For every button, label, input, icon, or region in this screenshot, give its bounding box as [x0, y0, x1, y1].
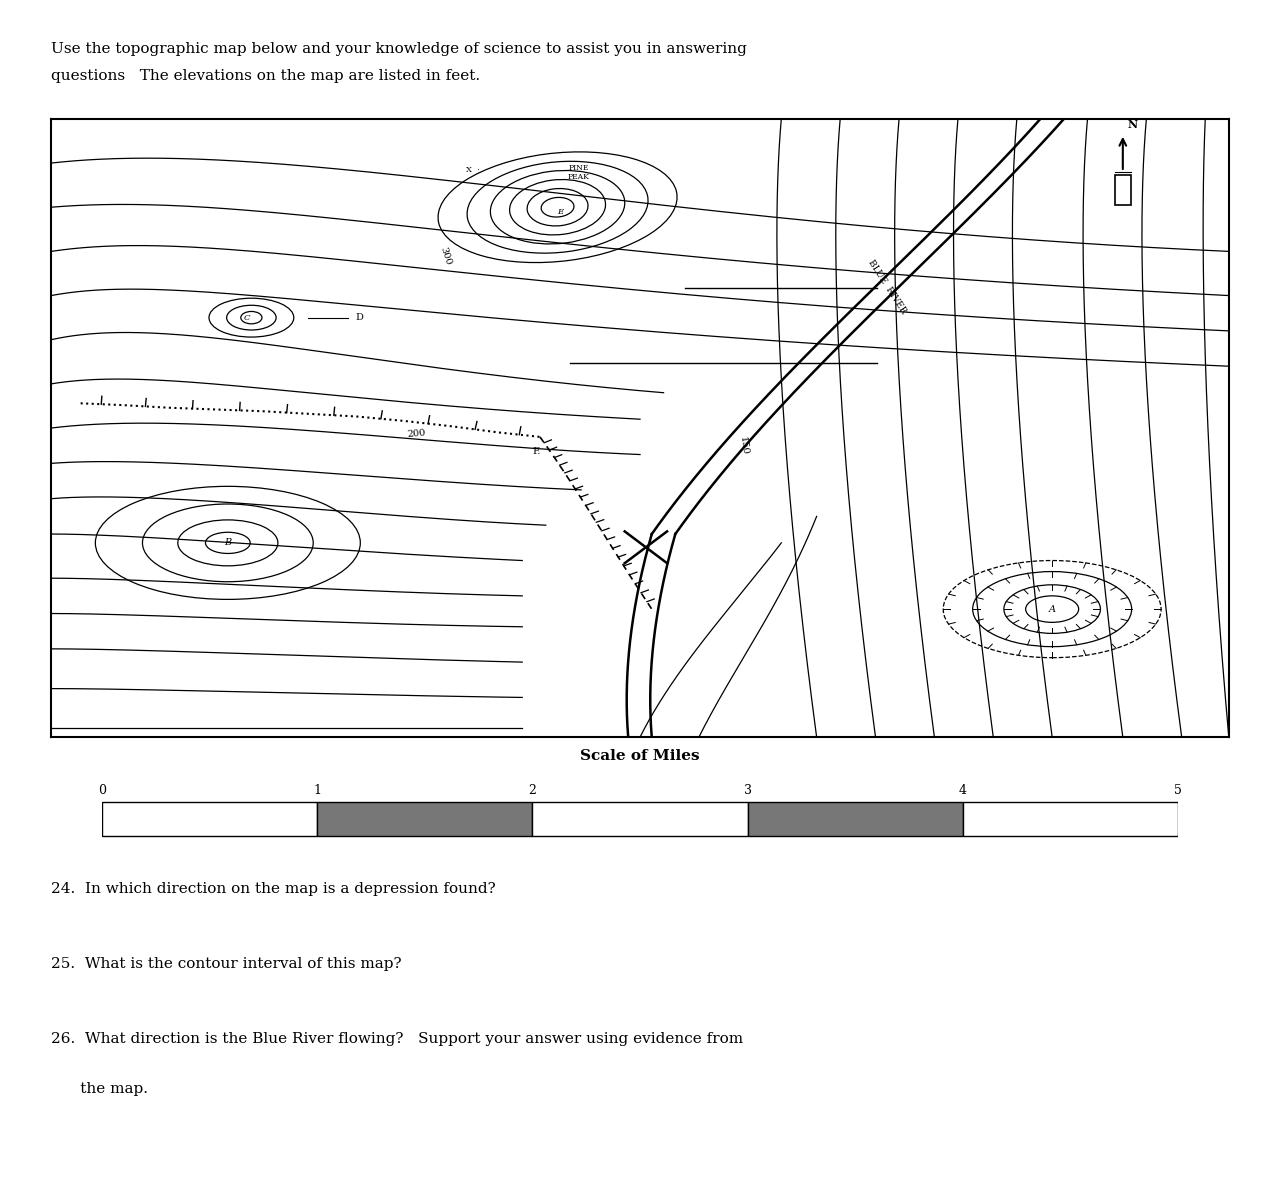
Text: 150: 150 [737, 436, 749, 455]
Text: A: A [1048, 605, 1056, 614]
Text: BLUE  RIVER: BLUE RIVER [867, 258, 908, 315]
Text: 0: 0 [99, 785, 106, 798]
Text: 24.  In which direction on the map is a depression found?: 24. In which direction on the map is a d… [51, 882, 495, 897]
Bar [1115, 176, 1132, 205]
Bar [317, 803, 532, 836]
Text: C: C [243, 314, 250, 322]
Text: 25.  What is the contour interval of this map?: 25. What is the contour interval of this… [51, 957, 402, 971]
Bar [748, 803, 963, 836]
Text: 200: 200 [407, 428, 426, 439]
Text: F.: F. [532, 447, 540, 457]
Text: 300: 300 [439, 246, 453, 266]
Text: questions   The elevations on the map are listed in feet.: questions The elevations on the map are … [51, 69, 480, 83]
Text: Use the topographic map below and your knowledge of science to assist you in ans: Use the topographic map below and your k… [51, 42, 748, 56]
Bar [102, 803, 317, 836]
Text: PINE
PEAK: PINE PEAK [568, 164, 590, 181]
Text: D: D [355, 313, 364, 322]
Bar [532, 803, 748, 836]
Text: the map.: the map. [51, 1082, 148, 1096]
Text: X  ·: X · [466, 166, 480, 174]
Text: B: B [224, 539, 232, 547]
Text: N: N [1128, 119, 1138, 131]
Text: 4: 4 [959, 785, 966, 798]
Text: 2: 2 [529, 785, 536, 798]
Text: E: E [557, 208, 563, 215]
Bar [963, 803, 1178, 836]
Text: 26.  What direction is the Blue River flowing?   Support your answer using evide: 26. What direction is the Blue River flo… [51, 1032, 744, 1046]
Text: 3: 3 [744, 785, 751, 798]
Text: 1: 1 [314, 785, 321, 798]
Text: 5: 5 [1174, 785, 1181, 798]
Text: Scale of Miles: Scale of Miles [580, 749, 700, 763]
